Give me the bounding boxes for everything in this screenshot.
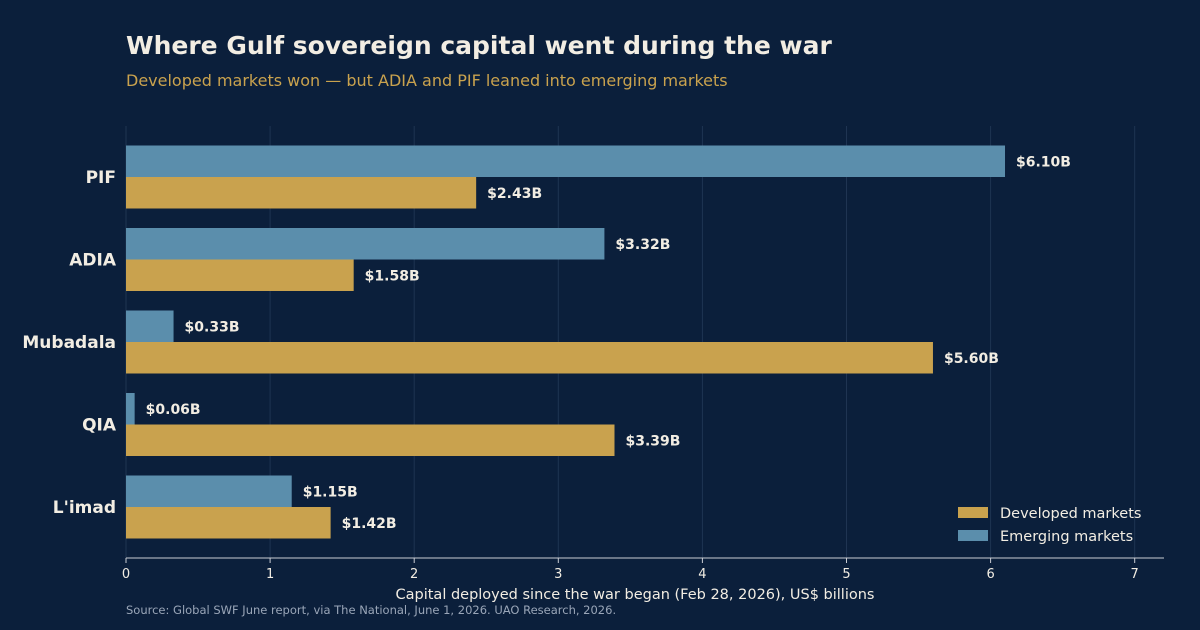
data-label-emerging: $6.10B — [1016, 154, 1071, 170]
x-tick-label: 4 — [698, 567, 706, 582]
bar-developed — [126, 177, 477, 209]
data-label-developed: $2.43B — [487, 186, 542, 202]
data-label-emerging: $3.32B — [615, 237, 670, 253]
category-label: ADIA — [69, 251, 117, 271]
source-note: Source: Global SWF June report, via The … — [126, 603, 617, 617]
data-label-emerging: $0.06B — [146, 402, 201, 418]
category-label: PIF — [86, 168, 116, 188]
bar-developed — [126, 424, 615, 456]
bar-developed — [126, 342, 933, 374]
bar-emerging — [126, 393, 135, 425]
x-tick-label: 0 — [122, 567, 130, 582]
legend-label: Developed markets — [1000, 506, 1141, 522]
legend-label: Emerging markets — [1000, 529, 1133, 545]
data-label-developed: $1.42B — [342, 516, 397, 532]
data-label-emerging: $1.15B — [303, 484, 358, 500]
bar-emerging — [126, 475, 292, 507]
bar-emerging — [126, 145, 1006, 177]
data-label-developed: $1.58B — [365, 268, 420, 284]
data-label-developed: $3.39B — [625, 433, 680, 449]
data-label-developed: $5.60B — [944, 351, 999, 367]
x-axis-title: Capital deployed since the war began (Fe… — [396, 587, 875, 603]
x-tick-label: 6 — [986, 567, 994, 582]
bar-emerging — [126, 310, 174, 342]
category-label: QIA — [82, 416, 117, 436]
x-tick-label: 2 — [410, 567, 418, 582]
chart-title: Where Gulf sovereign capital went during… — [126, 31, 832, 60]
bar-developed — [126, 259, 354, 291]
x-tick-label: 3 — [554, 567, 562, 582]
x-tick-label: 1 — [266, 567, 274, 582]
category-label: Mubadala — [22, 333, 116, 353]
legend-swatch — [958, 530, 988, 541]
category-label: L'imad — [53, 498, 116, 518]
x-tick-label: 5 — [842, 567, 850, 582]
legend-swatch — [958, 507, 988, 518]
chart-subtitle: Developed markets won — but ADIA and PIF… — [126, 71, 728, 90]
bar-developed — [126, 507, 331, 539]
x-tick-label: 7 — [1131, 567, 1139, 582]
data-label-emerging: $0.33B — [185, 319, 240, 335]
bar-emerging — [126, 228, 605, 260]
